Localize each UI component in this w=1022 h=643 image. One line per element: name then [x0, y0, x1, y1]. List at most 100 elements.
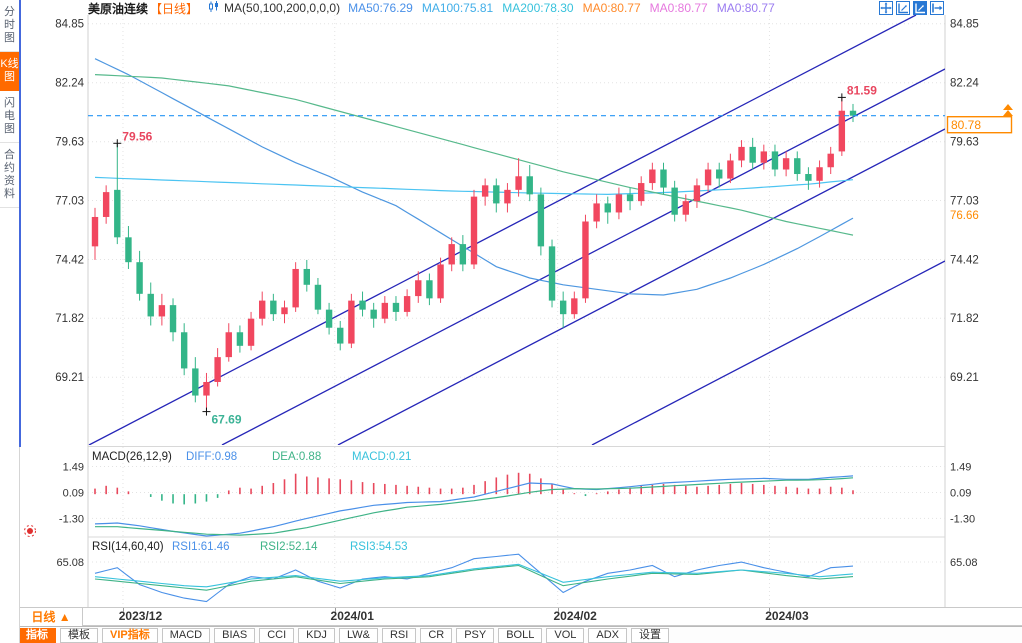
candle — [493, 178, 500, 213]
toolbar-button-LW&[interactable]: LW& — [338, 627, 378, 643]
candle — [415, 271, 422, 303]
svg-text:DIFF:0.98: DIFF:0.98 — [186, 451, 237, 463]
toolbar-button-MACD[interactable]: MACD — [161, 627, 211, 643]
ma-value-5: MA0:80.77 — [716, 1, 775, 15]
x-axis-label-2024/01: 2024/01 — [330, 609, 374, 623]
svg-text:65.08: 65.08 — [950, 557, 978, 569]
rsi3-line — [94, 563, 854, 588]
svg-text:77.03: 77.03 — [55, 195, 84, 207]
sidebar-tab-2[interactable]: 闪电图 — [0, 91, 19, 143]
period-tag: 【日线】 — [150, 1, 199, 16]
toolbar-button-RSI[interactable]: RSI — [381, 627, 417, 643]
ma-line-MA200 — [94, 74, 854, 236]
x-axis-label-2024/02: 2024/02 — [553, 609, 597, 623]
candlesticks — [91, 97, 857, 412]
candle — [515, 158, 522, 197]
svg-text:79.56: 79.56 — [122, 129, 152, 143]
svg-text:81.59: 81.59 — [847, 83, 877, 97]
toolbar-button-VIP指标[interactable]: VIP指标 — [102, 627, 158, 643]
svg-text:76.66: 76.66 — [950, 210, 979, 222]
candle — [192, 357, 199, 403]
candle — [337, 320, 344, 351]
toolbar-button-ADX[interactable]: ADX — [588, 627, 627, 643]
candle — [738, 140, 745, 168]
svg-text:RSI1:61.46: RSI1:61.46 — [172, 541, 230, 553]
ma-value-0: MA50:76.29 — [348, 1, 413, 15]
candle — [504, 183, 511, 213]
svg-text:71.82: 71.82 — [55, 313, 84, 325]
candle — [236, 325, 244, 353]
rsi-panel: 65.08 65.08 RSI(14,60,40) RSI1:61.46 RSI2:52… — [56, 541, 978, 603]
candle — [203, 372, 210, 412]
x-axis-label-2024/03: 2024/03 — [765, 609, 809, 623]
period-selector[interactable]: 日线 ▲ — [20, 608, 83, 626]
candle — [604, 196, 611, 224]
svg-text:74.42: 74.42 — [55, 254, 84, 266]
candle — [459, 235, 467, 272]
candle — [615, 187, 623, 220]
candle — [548, 239, 556, 308]
svg-text:RSI2:52.14: RSI2:52.14 — [260, 541, 318, 553]
candle — [771, 144, 779, 177]
toolbar-button-模板[interactable]: 模板 — [60, 627, 98, 643]
sidebar-tab-1[interactable]: K线图 — [0, 52, 19, 91]
svg-text:-1.30: -1.30 — [59, 513, 84, 525]
sidebar-divider — [19, 0, 21, 447]
kline-icon — [208, 0, 220, 16]
rsi1-line — [94, 553, 854, 603]
candle — [671, 180, 678, 222]
candle — [180, 323, 188, 376]
sidebar-tab-3[interactable]: 合约资料 — [0, 143, 19, 208]
toolbar-button-PSY[interactable]: PSY — [456, 627, 495, 643]
live-indicator-icon — [24, 525, 36, 537]
ma-values-group: MA50:76.29 MA100:75.81 MA200:78.30 MA0:80.7… — [348, 1, 784, 15]
candle — [125, 226, 132, 269]
candle — [693, 178, 701, 208]
exit-chart-icon[interactable] — [930, 1, 944, 15]
candle — [782, 151, 790, 177]
svg-text:-1.30: -1.30 — [950, 513, 975, 525]
candle — [827, 146, 834, 175]
toolbar-button-KDJ[interactable]: KDJ — [298, 627, 335, 643]
sidebar-tab-0[interactable]: 分时图 — [0, 0, 19, 52]
toolbar-button-BIAS[interactable]: BIAS — [214, 627, 256, 643]
toolbar-button-指标[interactable]: 指标 — [18, 627, 56, 643]
svg-text:79.63: 79.63 — [55, 137, 84, 149]
x-axis-strip: 日线 ▲ 2023/12 2024/01 2024/02 2024/03 — [20, 607, 1022, 626]
svg-text:74.42: 74.42 — [950, 254, 979, 266]
svg-text:0.09: 0.09 — [950, 488, 971, 500]
svg-text:65.08: 65.08 — [56, 557, 84, 569]
toolbar-button-CCI[interactable]: CCI — [259, 627, 295, 643]
candle — [102, 185, 110, 224]
svg-text:79.63: 79.63 — [950, 137, 979, 149]
candle — [314, 278, 322, 315]
candle — [660, 162, 667, 195]
candle — [537, 187, 545, 256]
toolbar-button-VOL[interactable]: VOL — [546, 627, 585, 643]
axis-zoom-icon[interactable] — [896, 1, 910, 15]
svg-text:84.85: 84.85 — [55, 19, 84, 31]
candle — [571, 291, 578, 319]
axis-scale-icon[interactable] — [913, 1, 927, 15]
svg-text:82.24: 82.24 — [950, 78, 979, 90]
svg-text:69.21: 69.21 — [950, 372, 979, 384]
period-arrow-icon: ▲ — [58, 610, 71, 624]
macd-panel: 1.49 1.49 0.09 0.09 -1.30 -1.30 MACD(26,12,9) D… — [59, 451, 975, 537]
indicator-toolbar: 指标 模板 VIP指标 MACD BIAS CCI KDJ LW& RSI CR PSY BOLL VO… — [0, 626, 1022, 643]
candle — [214, 348, 221, 387]
svg-text:67.69: 67.69 — [211, 413, 241, 427]
move-tool-icon[interactable] — [879, 1, 893, 15]
toolbar-button-CR[interactable]: CR — [420, 627, 453, 643]
candle — [448, 237, 455, 272]
toolbar-button-BOLL[interactable]: BOLL — [498, 627, 543, 643]
svg-text:77.03: 77.03 — [950, 195, 979, 207]
main-chart-canvas[interactable]: 80.78 79.56 67.69 81.59 84.85 84.85 82.24 82.24… — [20, 15, 1022, 607]
symbol-title: 美原油连续 — [88, 1, 149, 16]
candle — [91, 207, 99, 260]
x-axis-tick — [334, 608, 336, 612]
candle — [426, 273, 433, 306]
ma-value-1: MA100:75.81 — [421, 1, 494, 15]
toolbar-button-设置[interactable]: 设置 — [631, 627, 669, 643]
candle — [470, 189, 478, 269]
candle — [392, 296, 400, 321]
